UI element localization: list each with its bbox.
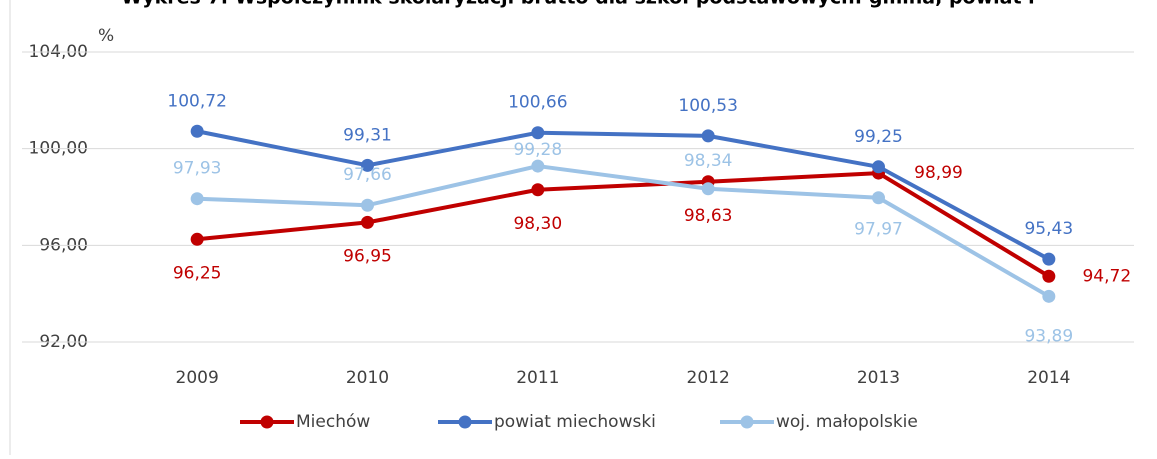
chart-title: Wykres 7: Współczynnik skolaryzacji brut…	[121, 0, 1034, 9]
series-line	[196, 171, 1050, 278]
point	[190, 124, 204, 138]
data-label: 98,34	[684, 151, 733, 171]
point	[872, 160, 885, 174]
data-label: 98,99	[914, 163, 963, 183]
data-label: 93,89	[1024, 326, 1073, 346]
point	[1042, 269, 1056, 283]
x-tick-label: 2012	[687, 368, 730, 388]
legend-marker	[740, 415, 754, 429]
x-tick-label: 2014	[1027, 368, 1070, 388]
data-label: 95,43	[1024, 219, 1073, 239]
point	[531, 126, 545, 140]
data-label: 98,30	[513, 214, 562, 234]
point	[1042, 289, 1056, 303]
point	[1042, 252, 1056, 266]
point	[361, 215, 374, 229]
data-label: 99,25	[854, 127, 903, 147]
point	[361, 158, 374, 172]
data-label: 97,93	[173, 159, 222, 179]
data-label: 98,63	[684, 206, 733, 226]
data-label: 96,25	[173, 263, 222, 283]
legend-marker	[260, 415, 274, 429]
data-label: 100,53	[678, 96, 737, 116]
point	[701, 182, 715, 196]
x-tick-label: 2009	[176, 368, 219, 388]
x-tick-label: 2011	[516, 368, 559, 388]
legend-label: woj. małopolskie	[776, 412, 918, 432]
data-label: 96,95	[343, 246, 392, 266]
data-label: 100,72	[167, 91, 226, 111]
point	[361, 198, 374, 212]
x-tick-label: 2013	[857, 368, 900, 388]
y-unit: %	[98, 26, 114, 46]
point	[190, 192, 204, 206]
x-tick-label: 2010	[346, 368, 389, 388]
point	[872, 191, 885, 205]
point	[190, 232, 204, 246]
point	[531, 159, 545, 173]
series-line	[196, 129, 1050, 261]
data-label: 99,28	[513, 140, 562, 160]
data-label: 97,97	[854, 220, 903, 240]
legend-label: Miechów	[296, 412, 370, 432]
data-label: 97,66	[343, 165, 392, 185]
data-label: 100,66	[508, 93, 567, 113]
point	[531, 183, 545, 197]
point	[701, 129, 715, 143]
data-label: 99,31	[343, 125, 392, 145]
data-label: 94,72	[1082, 266, 1131, 286]
series-line	[197, 164, 1050, 299]
legend-label: powiat miechowski	[494, 412, 656, 432]
legend-marker	[458, 415, 472, 429]
